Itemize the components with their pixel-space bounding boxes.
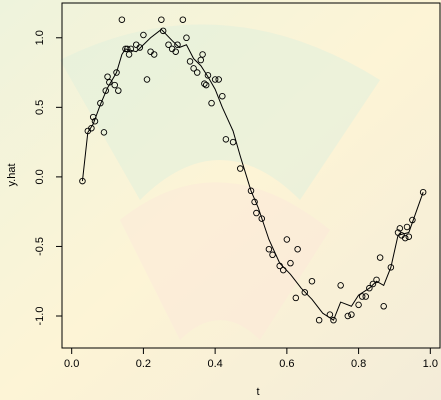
data-point bbox=[292, 294, 300, 302]
data-point bbox=[127, 45, 135, 53]
y-tick-label: -1.0 bbox=[34, 307, 46, 326]
data-point bbox=[100, 129, 108, 136]
x-tick-label: 1.0 bbox=[423, 358, 438, 370]
data-point bbox=[136, 44, 144, 51]
data-point bbox=[111, 81, 118, 89]
data-point bbox=[88, 124, 95, 132]
data-point bbox=[172, 48, 179, 55]
data-point bbox=[283, 236, 291, 243]
data-point bbox=[201, 80, 208, 87]
y-tick-label: 0.0 bbox=[34, 169, 46, 184]
data-point bbox=[373, 276, 380, 284]
y-tick-label: 1.0 bbox=[34, 30, 46, 45]
data-point bbox=[269, 251, 276, 259]
x-tick-label: 0.8 bbox=[351, 358, 366, 370]
x-tick-label: 0.4 bbox=[207, 358, 222, 370]
data-point bbox=[202, 81, 210, 89]
data-point bbox=[405, 233, 413, 240]
data-point bbox=[380, 303, 387, 310]
data-point bbox=[253, 209, 260, 217]
data-point bbox=[165, 41, 172, 48]
data-point bbox=[113, 69, 120, 76]
watermark bbox=[120, 182, 330, 340]
y-tick-label: 0.5 bbox=[34, 100, 46, 115]
data-point bbox=[158, 16, 165, 23]
data-point bbox=[387, 264, 395, 271]
data-point bbox=[419, 188, 427, 196]
data-point bbox=[236, 165, 244, 172]
data-point bbox=[104, 73, 111, 80]
plot-frame bbox=[61, 2, 441, 349]
data-point bbox=[193, 69, 201, 76]
data-point bbox=[344, 312, 352, 320]
data-point bbox=[197, 56, 205, 64]
fit-line bbox=[81, 28, 424, 321]
data-point bbox=[102, 87, 110, 94]
data-point bbox=[219, 92, 226, 100]
data-point bbox=[396, 225, 404, 232]
data-point bbox=[362, 293, 370, 300]
x-tick-label: 0.6 bbox=[279, 358, 294, 370]
data-point bbox=[190, 65, 197, 72]
x-tick-label: 0.0 bbox=[64, 358, 79, 370]
data-point bbox=[376, 254, 384, 261]
data-point bbox=[125, 51, 133, 58]
data-point bbox=[115, 87, 122, 94]
data-point bbox=[179, 16, 187, 23]
data-point bbox=[315, 316, 323, 324]
data-point bbox=[258, 215, 266, 222]
data-point bbox=[124, 45, 131, 53]
data-point bbox=[186, 58, 194, 65]
data-point bbox=[140, 31, 147, 39]
data-point bbox=[403, 223, 411, 231]
data-point bbox=[294, 245, 301, 253]
watermark bbox=[60, 24, 380, 200]
data-point bbox=[199, 51, 206, 58]
data-point bbox=[369, 280, 377, 288]
data-point bbox=[150, 51, 158, 58]
data-point bbox=[174, 41, 181, 48]
data-point bbox=[358, 293, 366, 300]
data-point bbox=[183, 34, 190, 42]
data-point bbox=[355, 301, 362, 309]
data-point bbox=[308, 277, 316, 285]
data-point bbox=[366, 284, 373, 292]
data-point bbox=[222, 136, 230, 143]
data-point bbox=[208, 99, 215, 107]
y-tick-label: -0.5 bbox=[34, 237, 46, 256]
data-point bbox=[211, 76, 219, 83]
data-point bbox=[265, 245, 273, 253]
data-point bbox=[204, 72, 212, 79]
data-point bbox=[330, 316, 337, 324]
x-axis-label: t bbox=[256, 386, 259, 398]
x-tick-label: 0.2 bbox=[136, 358, 151, 370]
data-point bbox=[348, 311, 355, 318]
data-point bbox=[143, 76, 151, 83]
data-point bbox=[118, 16, 126, 23]
data-point bbox=[215, 76, 222, 83]
y-axis-label: y.hat bbox=[6, 163, 18, 186]
data-point bbox=[337, 282, 344, 289]
data-point bbox=[287, 259, 294, 267]
data-point bbox=[301, 289, 309, 296]
data-point bbox=[247, 187, 255, 195]
data-point bbox=[401, 234, 409, 242]
